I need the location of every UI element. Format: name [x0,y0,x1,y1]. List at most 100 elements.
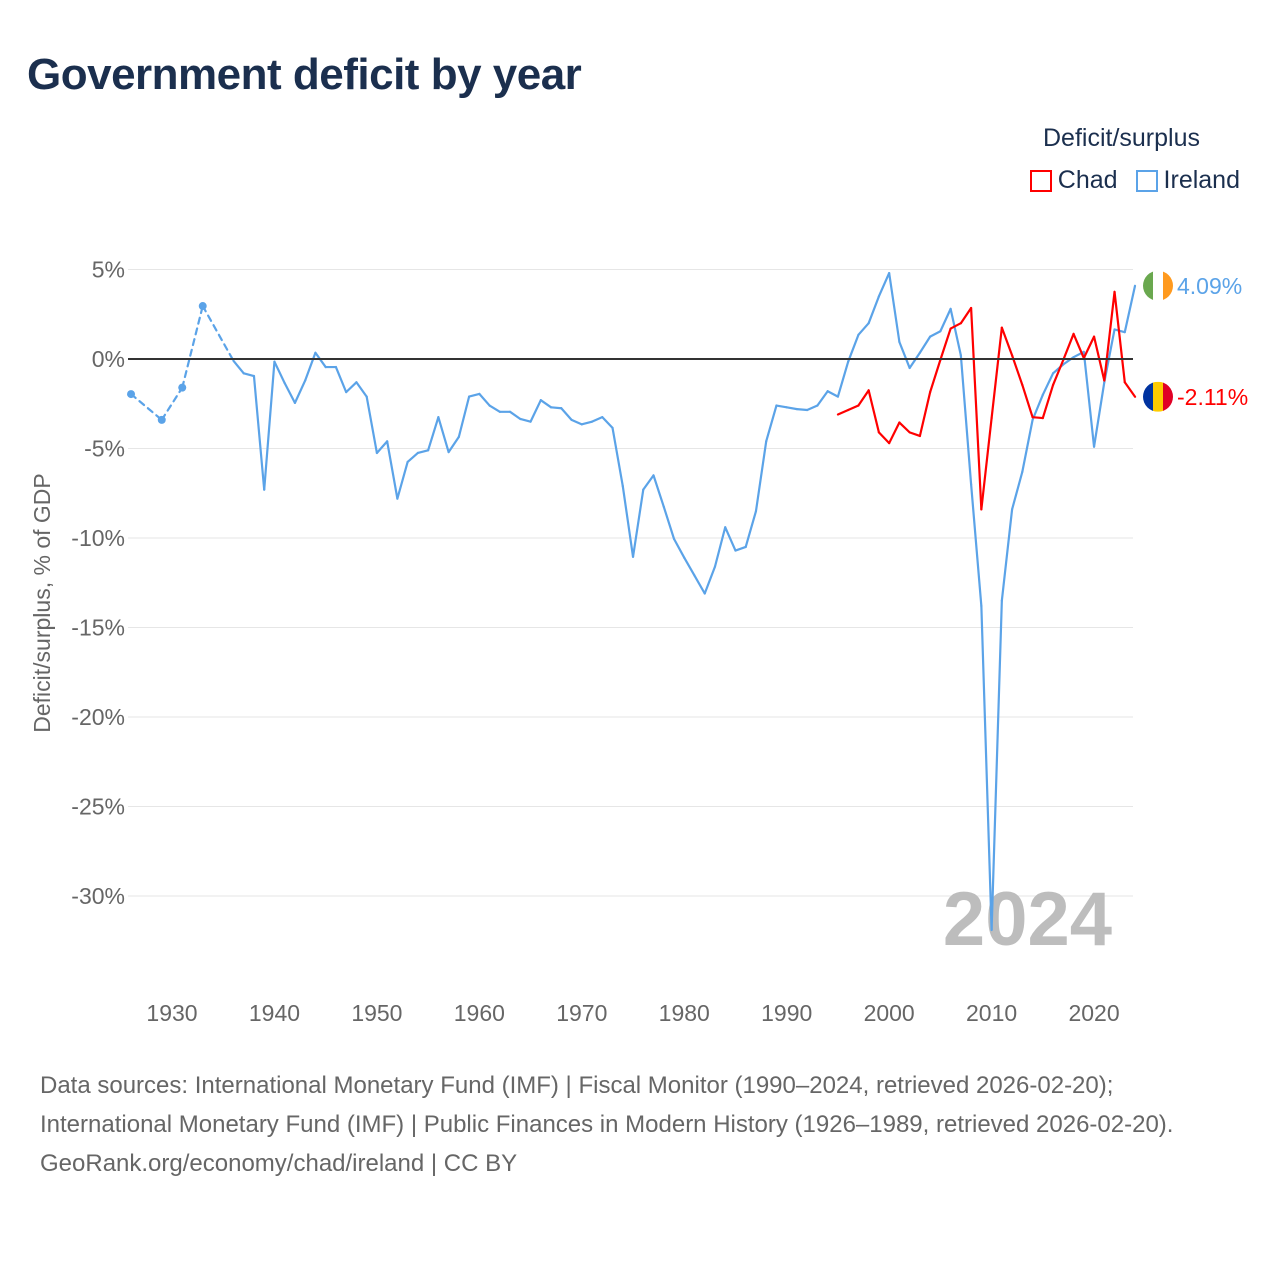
ireland-line-segment [304,351,317,382]
chad-line-segment [877,431,891,445]
ireland-line-segment [744,510,758,549]
chad-line-segment [970,306,983,511]
y-tick-label: -25% [71,794,125,820]
ireland-line-segment [980,604,993,932]
ireland-line-segment [590,416,604,423]
ireland-line-segment [365,395,378,455]
chad-line-segment [1113,290,1126,384]
ireland-line-segment [549,406,563,410]
ireland-line-segment [488,404,501,413]
chad-line-segment [847,404,860,412]
chad-line-segment [898,421,911,434]
ireland-data-point [157,415,166,424]
ireland-line-segment [631,488,645,558]
ireland-line-segment [990,599,1003,932]
chad-line-segment [929,358,942,394]
x-tick-label: 2020 [1068,1000,1119,1026]
ireland-end-label: 4.09% [1177,273,1242,299]
ireland-line-segment [939,307,952,333]
chad-line-segment [1010,354,1024,387]
ireland-line-segment [263,360,276,491]
ireland-line-segment [621,484,635,558]
ireland-line-segment [375,440,389,455]
chad-line-segment [1103,290,1116,382]
ireland-line-segment [775,404,788,409]
chad-line-segment [980,416,993,511]
chad-line-segment [857,389,870,407]
ireland-line-segment [416,449,430,455]
ireland-line-segment [345,381,358,394]
chad-line-segment [1082,335,1096,360]
ireland-line-segment [242,372,256,378]
chart-title: Government deficit by year [27,50,582,99]
y-tick-label: -5% [84,436,125,462]
ireland-line-segment [754,440,768,513]
ireland-line-segment [1041,372,1055,396]
ireland-line-segment [355,381,368,398]
ireland-line-segment [427,416,440,452]
ireland-line-segment [293,379,307,404]
ireland-line-segment [539,399,553,409]
year-label: 2024 [943,877,1112,962]
ireland-line-segment [713,526,727,568]
ireland-line-segment [652,474,665,508]
ireland-line-segment [232,359,245,375]
chad-line-segment [888,421,901,445]
ireland-line-segment [611,426,624,488]
chad-line-segment [908,431,921,438]
ireland-line-segment [601,416,614,430]
chad-line-segment [939,327,952,361]
ireland-line-segment [580,420,594,426]
x-tick-label: 1930 [146,1000,197,1026]
ireland-line-segment [826,390,840,398]
credit-link[interactable]: GeoRank.org/economy/chad/ireland | CC BY [40,1150,518,1177]
y-axis-label: Deficit/surplus, % of GDP [29,473,55,732]
ireland-line-segment [662,505,676,540]
ireland-line-segment [847,333,860,363]
legend: Chad Ireland [1029,166,1240,195]
ireland-line-segment [836,360,850,398]
data-sources: Data sources: International Monetary Fun… [40,1072,1174,1138]
legend-item-chad[interactable]: Chad [1029,166,1118,195]
legend-swatch-chad [1029,169,1052,192]
ireland-line-segment [857,322,870,336]
footer: Data sources: International Monetary Fun… [40,1066,1240,1183]
ireland-line-segment [181,304,204,389]
ireland-line-segment [703,565,717,595]
ireland-line-segment [478,392,491,407]
chad-flag-icon [1143,381,1173,412]
ireland-line-segment [201,304,235,362]
ireland-line-segment [519,417,532,423]
chad-line-segment [1062,332,1075,361]
x-tick-label: 1950 [351,1000,402,1026]
legend-label-chad: Chad [1057,166,1118,194]
chad-line-segment [1000,326,1014,357]
chad-line-segment [1021,383,1034,419]
ireland-line-segment [334,365,348,394]
y-tick-label: -15% [71,615,125,641]
ireland-line-segment [160,386,184,421]
x-tick-label: 1970 [556,1000,607,1026]
ireland-line-segment [970,483,983,608]
legend-label-ireland: Ireland [1163,166,1240,194]
ireland-data-point [198,302,207,311]
chad-line-segment [949,322,962,330]
y-tick-label: -10% [71,525,125,551]
ireland-line-segment [252,374,266,491]
ireland-line-segment [816,390,829,407]
ireland-line-segment [386,440,399,500]
legend-item-ireland[interactable]: Ireland [1135,166,1240,195]
ireland-flag-icon [1143,270,1173,301]
chad-line-segment [918,391,932,438]
ireland-line-segment [683,556,696,577]
legend-title: Deficit/surplus [1043,124,1200,152]
chad-line-segment [836,408,850,416]
ireland-line-segment [396,460,409,500]
ireland-line-segment [642,474,655,491]
chad-line-segment [1051,358,1065,387]
ireland-line-segment [908,351,921,370]
ireland-line-segment [1021,418,1034,473]
ireland-line-segment [129,392,163,421]
x-tick-label: 1940 [249,1000,300,1026]
